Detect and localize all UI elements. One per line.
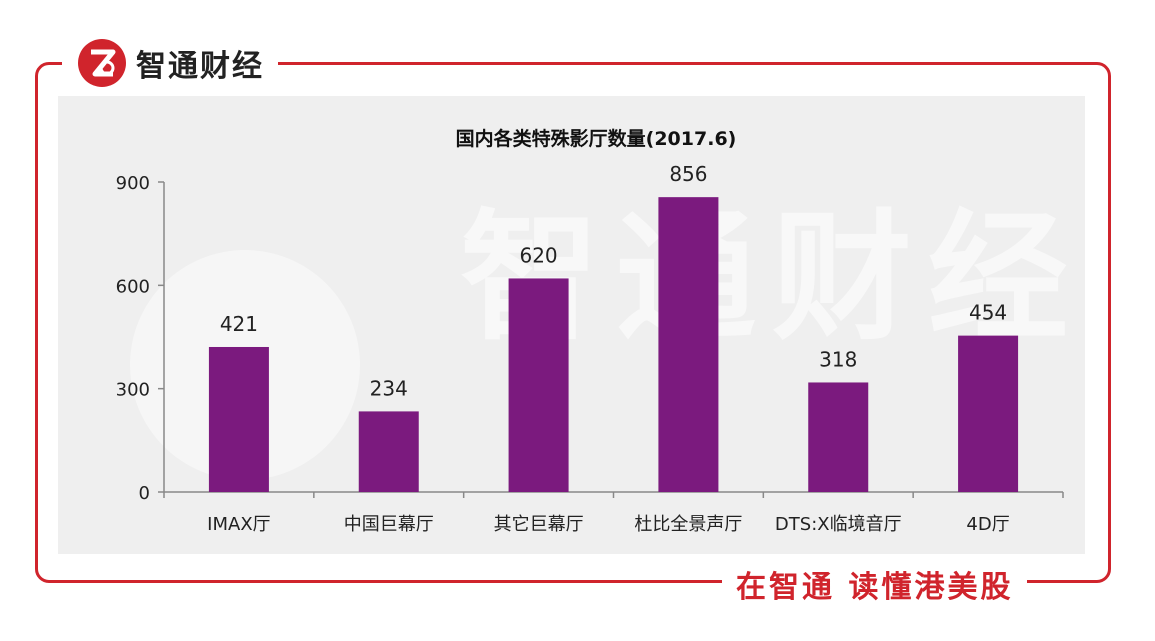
chart-bars [208,197,1019,492]
bar [358,411,419,492]
slogan: 在智通 读懂港美股 [722,564,1028,605]
y-tick-label: 0 [139,483,150,504]
x-tick-label: IMAX厅 [207,514,270,535]
x-tick-label: 4D厅 [966,514,1009,535]
data-label: 421 [220,312,258,336]
brand-header: 智通财经 [62,38,278,88]
data-label: 454 [969,301,1007,325]
bar [508,278,569,492]
chart-axes: 0 300 600 900 [116,173,1064,504]
x-tick-label: DTS:X临境音厅 [775,514,902,535]
y-tick-label: 900 [116,173,150,194]
x-tick-label: 杜比全景声厅 [634,514,742,535]
x-tick-label: 其它巨幕厅 [494,514,584,535]
y-tick-label: 600 [116,276,150,297]
bar [958,335,1019,492]
bar [808,382,869,492]
data-label: 620 [519,243,557,267]
red-frame [35,62,1111,583]
data-label: 318 [819,347,857,371]
chart-labels: 421 IMAX厅 234 中国巨幕厅 620 其它巨幕厅 856 杜比全景声厅 318 DTS:… [207,162,1010,535]
brand-name: 智通财经 [136,49,264,84]
bar [208,346,269,492]
data-label: 856 [669,162,707,186]
bar [658,197,719,492]
y-tick-label: 300 [116,380,150,401]
data-label: 234 [370,376,408,400]
zhitong-logo-icon [78,39,126,87]
chart-title: 国内各类特殊影厅数量(2017.6) [456,127,737,150]
x-tick-label: 中国巨幕厅 [344,514,434,535]
